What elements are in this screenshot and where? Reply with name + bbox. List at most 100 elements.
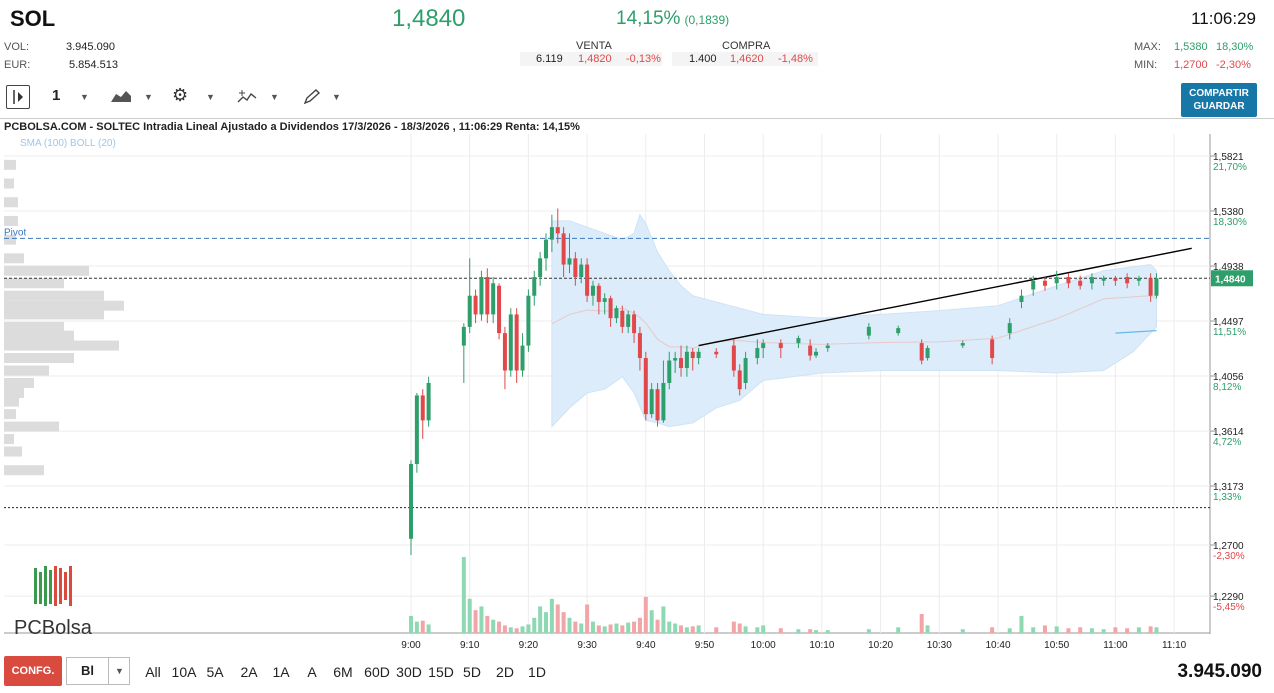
interval-select[interactable]: 1 <box>52 87 61 104</box>
chart-type-caret-icon[interactable]: ▼ <box>144 92 153 102</box>
price-tick-pct: 1,33% <box>1213 492 1241 503</box>
settings-caret-icon[interactable]: ▼ <box>206 92 215 102</box>
volume-bar <box>461 557 466 633</box>
range-button-2a[interactable]: 2A <box>240 664 258 680</box>
range-button-15d[interactable]: 15D <box>428 664 454 680</box>
volume-bar <box>1031 627 1036 633</box>
bollinger-band <box>551 213 1157 428</box>
volume-bar <box>1101 629 1106 633</box>
range-button-1a[interactable]: 1A <box>272 664 290 680</box>
volume-profile-bar <box>4 300 124 311</box>
candle-body <box>485 277 490 315</box>
interval-caret-icon[interactable]: ▼ <box>80 92 89 102</box>
vol-value: 3.945.090 <box>66 41 115 53</box>
volume-profile-bar <box>4 197 18 208</box>
time-tick-label: 9:50 <box>695 640 715 651</box>
venta-box: 6.119 1,4820 -0,13% <box>520 52 662 66</box>
volume-bar <box>561 612 566 633</box>
price-tick-label: 1,2700 <box>1213 541 1244 552</box>
range-button-5d[interactable]: 5D <box>463 664 481 680</box>
volume-row: VOL: 3.945.090 <box>4 41 124 53</box>
time-tick-label: 9:30 <box>577 640 597 651</box>
volume-bar <box>602 626 607 633</box>
volume-bar <box>1148 626 1153 633</box>
range-button-5a[interactable]: 5A <box>206 664 224 680</box>
candle-body <box>1136 278 1141 281</box>
volume-bar <box>1113 627 1118 633</box>
volume-bar <box>925 625 930 633</box>
volume-profile-bar <box>4 377 34 388</box>
candle-body <box>491 283 496 315</box>
range-button-2d[interactable]: 2D <box>496 664 514 680</box>
logo-mark-icon <box>34 566 72 606</box>
range-button-6m[interactable]: 6M <box>333 664 353 680</box>
price-tick-label: 1,3614 <box>1213 427 1244 438</box>
candle-body <box>673 358 678 361</box>
range-button-all[interactable]: All <box>145 664 161 680</box>
candle-body <box>714 351 719 355</box>
volume-bar <box>491 619 496 633</box>
venta-price: 1,4820 <box>578 53 612 65</box>
volume-bar <box>626 622 631 633</box>
candle-body <box>696 351 701 359</box>
volume-bar <box>596 625 601 633</box>
volume-bar <box>514 628 519 633</box>
candle-body <box>532 277 537 296</box>
volume-bar <box>1054 626 1059 633</box>
time-tick-label: 9:20 <box>519 640 539 651</box>
candle-body <box>1125 277 1130 284</box>
candle-body <box>461 326 466 346</box>
volume-profile-bar <box>4 278 64 289</box>
candle-body <box>960 343 965 346</box>
venta-pct: -0,13% <box>626 53 661 65</box>
indicators-caret-icon[interactable]: ▼ <box>270 92 279 102</box>
volume-profile-bar <box>4 340 119 351</box>
indicators-legend[interactable]: SMA (100) BOLL (20) <box>20 138 116 149</box>
volume-bar <box>743 626 748 633</box>
chart-title: PCBOLSA.COM - SOLTEC Intradia Lineal Aju… <box>4 121 580 133</box>
range-button-60d[interactable]: 60D <box>364 664 390 680</box>
volume-profile-bar <box>4 421 59 432</box>
time-tick-label: 10:00 <box>751 640 776 651</box>
candle-body <box>632 314 637 334</box>
volume-bar <box>1066 628 1071 633</box>
volume-profile-bar <box>4 465 44 476</box>
max-label: MAX: <box>1134 41 1161 53</box>
drawing-tools-button[interactable] <box>302 88 322 111</box>
config-button[interactable]: CONFG. <box>4 656 62 686</box>
volume-profile-bar <box>4 309 104 320</box>
price-tick-label: 1,5821 <box>1213 152 1244 163</box>
range-button-10a[interactable]: 10A <box>171 664 197 680</box>
candle-body <box>590 285 595 296</box>
chart-type-button[interactable] <box>110 88 132 109</box>
price-tick-label: 1,2290 <box>1213 592 1244 603</box>
candle-body <box>502 333 507 371</box>
last-price-label: 1,4840 <box>1215 274 1246 285</box>
bl-select[interactable]: Bl ▼ <box>66 657 130 685</box>
max-value: 1,5380 <box>1174 41 1208 53</box>
volume-bar <box>673 623 678 633</box>
share-save-button[interactable]: COMPARTIR GUARDAR <box>1181 83 1257 117</box>
range-button-30d[interactable]: 30D <box>396 664 422 680</box>
volume-bar <box>520 626 525 633</box>
volume-bar <box>573 621 578 633</box>
max-pct: 18,30% <box>1216 41 1254 53</box>
price-tick-pct: 11,51% <box>1213 327 1246 338</box>
candle-body <box>414 395 419 464</box>
settings-button[interactable]: ⚙ <box>172 85 188 106</box>
price-chart[interactable]: 1,582121,70%1,538018,30%1,493814,91%1,44… <box>0 134 1274 654</box>
pcbolsa-logo: PCBolsa <box>14 562 94 639</box>
pivot-label: Pivot <box>4 227 26 238</box>
indicators-button[interactable] <box>236 88 258 111</box>
volume-bar <box>1007 628 1012 633</box>
candle-body <box>1031 280 1036 290</box>
candle-body <box>1078 280 1083 286</box>
sidebar-toggle-button[interactable] <box>6 85 30 109</box>
range-button-a[interactable]: A <box>307 664 317 680</box>
range-button-1d[interactable]: 1D <box>528 664 546 680</box>
candle-body <box>626 314 631 327</box>
drawing-caret-icon[interactable]: ▼ <box>332 92 341 102</box>
volume-profile-bar <box>4 178 14 189</box>
last-price: 1,4840 <box>392 5 466 32</box>
volume-bar <box>608 624 613 633</box>
